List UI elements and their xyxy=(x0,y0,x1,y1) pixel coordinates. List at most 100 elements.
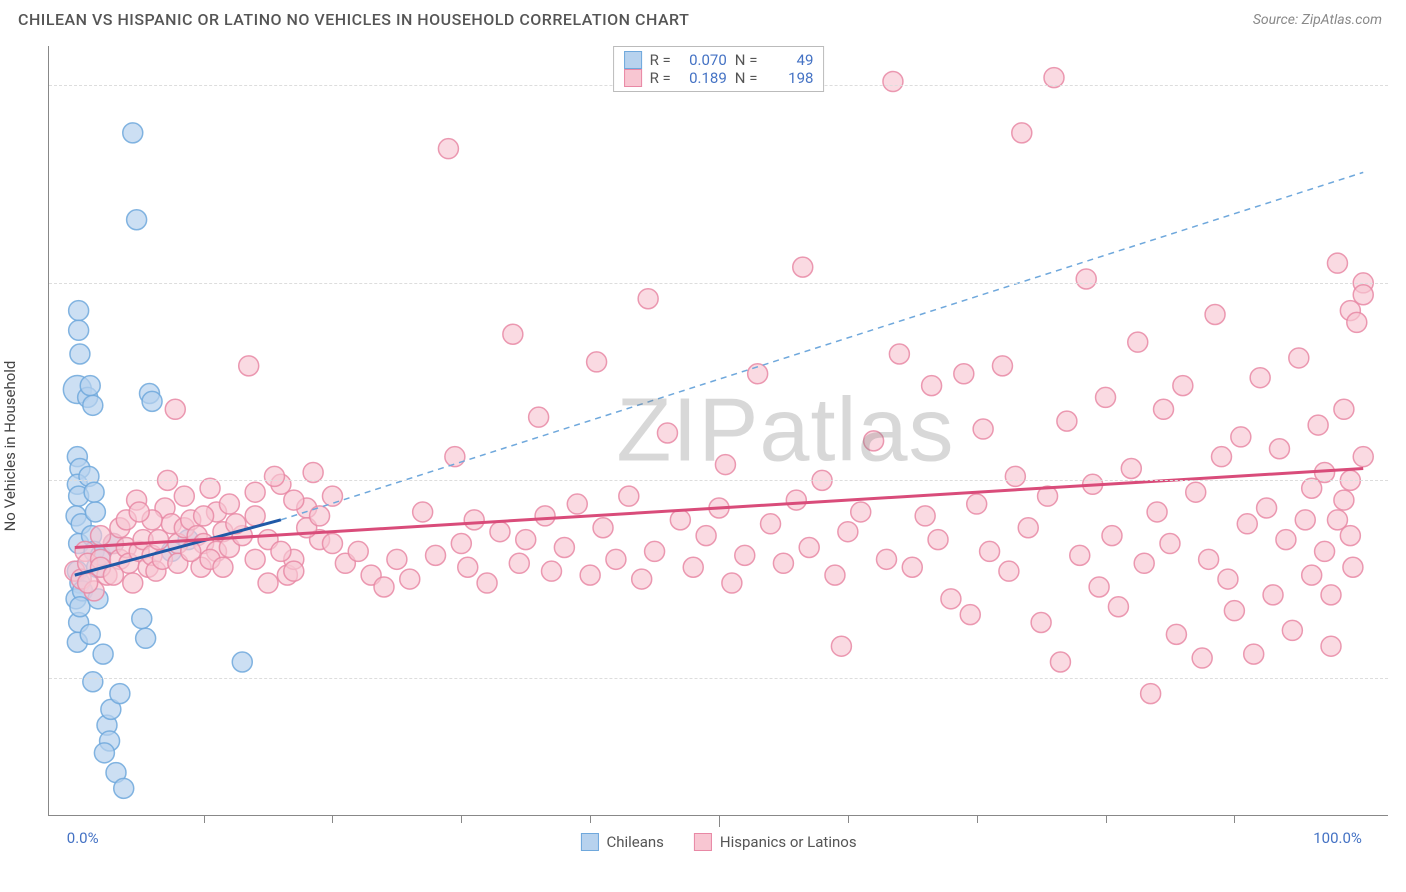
legend-label: Hispanics or Latinos xyxy=(720,833,857,851)
scatter-point xyxy=(1166,624,1186,644)
r-label: R = xyxy=(650,51,671,69)
scatter-point xyxy=(1096,387,1116,407)
scatter-point xyxy=(245,482,265,502)
scatter-point xyxy=(165,399,185,419)
scatter-point xyxy=(348,541,368,561)
n-value: 49 xyxy=(765,51,813,69)
scatter-point xyxy=(1134,553,1154,573)
scatter-point xyxy=(70,597,90,617)
scatter-point xyxy=(889,344,909,364)
scatter-point xyxy=(1263,585,1283,605)
scatter-point xyxy=(1353,447,1373,467)
scatter-point xyxy=(645,541,665,561)
scatter-point xyxy=(516,530,536,550)
correlation-legend: R = 0.070 N = 49 R = 0.189 N = 198 xyxy=(613,46,825,92)
scatter-point xyxy=(657,423,677,443)
scatter-point xyxy=(232,652,252,672)
scatter-point xyxy=(535,506,555,526)
scatter-point xyxy=(132,609,152,629)
scatter-point xyxy=(941,589,961,609)
scatter-point xyxy=(1315,541,1335,561)
scatter-point xyxy=(683,557,703,577)
scatter-point xyxy=(503,324,523,344)
series-legend: Chileans Hispanics or Latinos xyxy=(580,833,856,851)
scatter-point xyxy=(1128,332,1148,352)
scatter-point xyxy=(1018,518,1038,538)
scatter-point xyxy=(529,407,549,427)
scatter-point xyxy=(374,577,394,597)
x-tick xyxy=(1234,815,1235,823)
scatter-point xyxy=(915,506,935,526)
scatter-point xyxy=(78,573,98,593)
scatter-point xyxy=(271,541,291,561)
scatter-point xyxy=(69,320,89,340)
scatter-point xyxy=(322,486,342,506)
scatter-point xyxy=(773,553,793,573)
n-label: N = xyxy=(735,51,758,69)
legend-item-chileans: Chileans xyxy=(580,833,663,851)
scatter-point xyxy=(922,376,942,396)
trend-line-extrapolated xyxy=(281,172,1363,519)
swatch-icon xyxy=(624,51,642,69)
scatter-point xyxy=(69,301,89,321)
scatter-point xyxy=(149,530,169,550)
scatter-point xyxy=(70,344,90,364)
scatter-point xyxy=(670,510,690,530)
scatter-point xyxy=(1334,490,1354,510)
scatter-point xyxy=(1276,530,1296,550)
scatter-point xyxy=(1334,399,1354,419)
scatter-point xyxy=(793,257,813,277)
x-tick xyxy=(977,815,978,823)
scatter-point xyxy=(973,419,993,439)
scatter-point xyxy=(509,553,529,573)
scatter-point xyxy=(490,522,510,542)
scatter-point xyxy=(1244,644,1264,664)
scatter-point xyxy=(1327,253,1347,273)
scatter-point xyxy=(606,549,626,569)
scatter-point xyxy=(322,534,342,554)
scatter-point xyxy=(245,549,265,569)
gridline xyxy=(49,283,1388,284)
scatter-point xyxy=(127,210,147,230)
scatter-point xyxy=(864,431,884,451)
scatter-point xyxy=(1186,482,1206,502)
scatter-point xyxy=(696,526,716,546)
scatter-point xyxy=(877,549,897,569)
scatter-point xyxy=(825,565,845,585)
scatter-point xyxy=(129,502,149,522)
scatter-point xyxy=(400,569,420,589)
scatter-point xyxy=(542,561,562,581)
scatter-point xyxy=(980,541,1000,561)
scatter-point xyxy=(264,466,284,486)
r-value: 0.070 xyxy=(679,51,727,69)
scatter-point xyxy=(1212,447,1232,467)
scatter-point xyxy=(1218,569,1238,589)
scatter-point xyxy=(219,494,239,514)
scatter-point xyxy=(85,502,105,522)
scatter-point xyxy=(838,522,858,542)
gridline xyxy=(49,480,1388,481)
scatter-point xyxy=(1057,411,1077,431)
x-tick xyxy=(332,815,333,823)
x-tick xyxy=(461,815,462,823)
scatter-point xyxy=(245,506,265,526)
scatter-svg xyxy=(49,46,1388,815)
legend-label: Chileans xyxy=(606,833,663,851)
scatter-point xyxy=(967,494,987,514)
scatter-point xyxy=(91,526,111,546)
source-label: Source: ZipAtlas.com xyxy=(1253,12,1382,28)
scatter-point xyxy=(239,356,259,376)
scatter-point xyxy=(83,395,103,415)
scatter-point xyxy=(1199,549,1219,569)
x-tick xyxy=(1106,815,1107,823)
scatter-point xyxy=(1321,636,1341,656)
scatter-point xyxy=(632,569,652,589)
scatter-point xyxy=(426,545,446,565)
scatter-point xyxy=(387,549,407,569)
n-label: N = xyxy=(735,69,758,87)
scatter-point xyxy=(213,557,233,577)
scatter-point xyxy=(1347,312,1367,332)
x-tick xyxy=(590,815,591,823)
scatter-point xyxy=(1012,123,1032,143)
scatter-point xyxy=(1154,399,1174,419)
